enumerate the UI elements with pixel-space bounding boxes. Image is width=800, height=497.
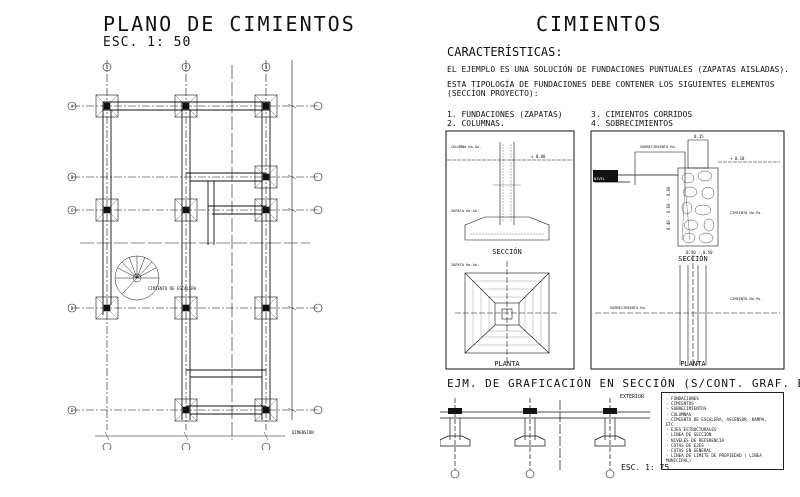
nivel-label: NIVEL	[594, 177, 605, 181]
axis-markers	[67, 62, 323, 450]
page-title: CIMIENTOS	[536, 12, 663, 36]
legend-item: - COLUMNAS	[666, 411, 692, 417]
legend-item: - COTAS EN GENERAL	[666, 448, 712, 454]
zapata-detail-panel: COLUMNA Ho.Ao. ZAPATA Ho.Ao. ZAPATA Ho.A…	[445, 130, 575, 370]
legend-item: - EJES ESTRUCTURALES	[666, 427, 717, 433]
cimiento-label: CIMIENTO Ho.Po.	[730, 211, 762, 215]
example-scale: ESC. 1: 75	[621, 463, 670, 472]
subheading: CARACTERÍSTICAS:	[447, 45, 563, 59]
axis-label: A	[71, 104, 74, 109]
vertical-axes	[106, 60, 267, 430]
legend-item: - FUNDACIONES	[666, 396, 699, 401]
legend-item: - SOBRECIMIENTOS	[666, 406, 707, 412]
plan-title: PLANO DE CIMIENTOS	[103, 12, 356, 36]
axis-label: 1	[106, 65, 109, 70]
legend-item: ETC.	[666, 422, 677, 428]
legend-item: - CIMIENTO DE ESCALERA, ASCENSOR, RAMPA,	[666, 416, 767, 422]
column-label: COLUMNA Ho.Ao.	[451, 145, 481, 149]
horizontal-axes	[72, 105, 318, 411]
plan-scale: ESC. 1: 50	[103, 35, 192, 50]
foundation-plan: 1 2 3 A B C D E CIMIENTO DE ESCALERA DIM…	[67, 60, 323, 450]
section-label: SECCIÓN	[492, 247, 522, 256]
list-item: 2. COLUMNAS.	[447, 119, 505, 128]
strip-foundation-panel: SOBRECIMIENTO Ho. NIVEL 0.15 0.40 - 0.50…	[590, 130, 785, 370]
list-item: 4. SOBRECIMIENTOS	[591, 119, 673, 128]
zapata-plan-label: ZAPATA Ho.Ao.	[451, 263, 479, 267]
axis-label: 3	[265, 65, 268, 70]
spiral-stair	[114, 255, 160, 301]
zapata-label: ZAPATA Ho.Ao.	[451, 209, 479, 213]
legend-box: - FUNDACIONES - CIMIENTOS - SOBRECIMIENT…	[661, 392, 784, 470]
legend-item: - LINEA DE LIMITE DE PROPIEDAD ( LINEA	[666, 453, 762, 459]
columns	[103, 102, 270, 414]
legend-item: - COTAS DE EJES	[666, 442, 704, 448]
list-item: 1. FUNDACIONES (ZAPATAS)	[447, 110, 563, 119]
dimension-label: DIMENSION	[292, 430, 314, 435]
axis-label: B	[71, 175, 74, 180]
legend-item: MUNICIPAL)	[666, 458, 692, 464]
dim-side: 0.40 - 0.60 - 0.80	[666, 186, 671, 230]
exterior-label: EXTERIOR	[620, 394, 645, 400]
cimiento-plan-label: CIMIENTO Ho.Po.	[730, 297, 762, 301]
axis-label: D	[71, 306, 74, 311]
example-section: EXTERIOR	[440, 394, 650, 479]
axis-label: C	[71, 208, 74, 213]
level-label: + 0.00	[531, 154, 546, 159]
plan-label: PLANTA	[680, 360, 706, 368]
sobrecimiento-plan-label: SOBRECIMIENTO Ho.	[610, 306, 647, 310]
legend-item: - NIVELES DE REFERENCIA	[666, 437, 724, 443]
axis-label: E	[71, 408, 74, 413]
plan-label: PLANTA	[494, 360, 520, 368]
section-label: SECCIÓN	[678, 254, 708, 263]
stair-label: CIMIENTO DE ESCALERA	[148, 286, 197, 291]
footings	[95, 94, 278, 422]
sobrecimiento-label: SOBRECIMIENTO Ho.	[640, 145, 677, 149]
paragraph: EL EJEMPLO ES UNA SOLUCIÓN DE FUNDACIONE…	[447, 65, 789, 74]
axis-label: 2	[185, 65, 188, 70]
strip-foundations	[102, 101, 271, 420]
legend-item: - LINEA DE SECCIÓN	[666, 432, 712, 438]
dim-top: 0.15	[694, 134, 704, 139]
list-item: 3. CIMIENTOS CORRIDOS	[591, 110, 693, 119]
level-label: + 0.10	[730, 156, 745, 161]
dim-bottom: 0.40 - 0.50	[686, 250, 713, 255]
paragraph: ESTA TIPOLOGÍA DE FUNDACIONES DEBE CONTE…	[447, 80, 775, 89]
paragraph: (SECCÍON PROYECTO):	[447, 89, 539, 98]
example-heading: EJM. DE GRAFICACIÓN EN SECCIÓN (S/CONT. …	[447, 377, 800, 390]
legend-item: - CIMIENTOS	[666, 401, 694, 407]
